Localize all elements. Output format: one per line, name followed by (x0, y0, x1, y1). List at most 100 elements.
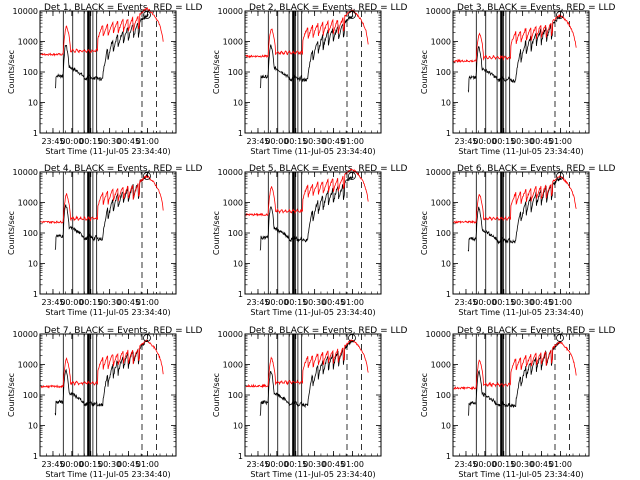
x-axis-label: Start Time (11-Jul-05 23:34:40) (45, 470, 170, 479)
x-tick-label: 00:30 (511, 137, 534, 146)
x-tick-label: 00:15 (492, 137, 515, 146)
y-tick-label: 100 (228, 229, 243, 238)
panel-8: Det 8, BLACK = Events, RED = LLD 1 10 100 10… (212, 326, 408, 479)
y-tick-label: 1000 (18, 199, 38, 208)
x-tick-label: 00:15 (284, 137, 307, 146)
y-tick-label: 10 (233, 422, 243, 431)
x-axis-label: Start Time (11-Jul-05 23:34:40) (458, 147, 583, 156)
x-tick-label: 01:00 (549, 298, 572, 307)
y-tick-label: 10000 (218, 7, 243, 16)
plot-frame (452, 10, 590, 134)
x-tick-label: 00:45 (322, 460, 345, 469)
x-tick-label: 23:45 (454, 137, 477, 146)
y-tick-label: 10 (233, 260, 243, 269)
y-tick-label: 1000 (223, 361, 243, 370)
x-tick-label: 01:00 (341, 460, 364, 469)
x-axis-label: Start Time (11-Jul-05 23:34:40) (250, 147, 375, 156)
y-axis-label: Counts/sec (212, 50, 221, 94)
x-tick-label: 00:30 (511, 460, 534, 469)
panel-9: Det 9, BLACK = Events, RED = LLD 1 10 100 10… (420, 326, 616, 479)
y-tick-label: 1 (33, 129, 38, 138)
panel-title: Det 4, BLACK = Events, RED = LLD (44, 164, 203, 174)
x-tick-label: 00:45 (530, 298, 553, 307)
y-tick-label: 100 (228, 391, 243, 400)
y-tick-label: 1000 (223, 199, 243, 208)
x-tick-label: 00:15 (284, 298, 307, 307)
plot-frame (39, 171, 177, 295)
x-tick-label: 23:45 (41, 460, 64, 469)
y-axis-label: Counts/sec (420, 373, 429, 417)
plot-frame (39, 333, 177, 457)
events-series-line (259, 339, 354, 416)
y-tick-label: 10000 (218, 168, 243, 177)
y-tick-label: 10 (441, 422, 451, 431)
plot-frame (452, 171, 590, 295)
x-tick-label: 00:15 (492, 298, 515, 307)
y-tick-label: 100 (436, 229, 451, 238)
x-tick-label: 00:45 (322, 137, 345, 146)
x-tick-label: 00:45 (117, 460, 140, 469)
y-tick-label: 1000 (431, 38, 451, 47)
events-series-line (259, 15, 354, 89)
plot-frame (452, 333, 590, 457)
x-axis-label: Start Time (11-Jul-05 23:34:40) (458, 308, 583, 317)
x-tick-label: 23:45 (246, 298, 269, 307)
y-tick-label: 1 (446, 290, 451, 299)
x-tick-label: 23:45 (41, 137, 64, 146)
x-tick-label: 23:45 (454, 460, 477, 469)
y-tick-label: 10000 (218, 330, 243, 339)
x-tick-label: 00:00 (60, 137, 83, 146)
x-tick-label: 01:00 (136, 298, 159, 307)
x-tick-label: 00:00 (473, 460, 496, 469)
y-tick-label: 10000 (426, 330, 451, 339)
panel-title: Det 8, BLACK = Events, RED = LLD (249, 326, 408, 336)
y-tick-label: 100 (228, 68, 243, 77)
panel-5: Det 5, BLACK = Events, RED = LLD 1 10 100 10… (212, 164, 408, 317)
x-tick-label: 00:15 (79, 137, 102, 146)
lld-series-line (453, 175, 577, 225)
y-tick-label: 100 (23, 391, 38, 400)
x-tick-label: 00:45 (117, 137, 140, 146)
x-tick-label: 23:45 (246, 460, 269, 469)
panel-3: Det 3, BLACK = Events, RED = LLD 1 10 100 10… (420, 3, 616, 156)
y-axis-label: Counts/sec (7, 373, 16, 417)
y-tick-label: 10 (28, 99, 38, 108)
x-tick-label: 00:30 (98, 460, 121, 469)
x-tick-label: 01:00 (341, 298, 364, 307)
y-tick-label: 1 (33, 452, 38, 461)
y-tick-label: 10 (441, 260, 451, 269)
lld-series-line (245, 168, 369, 217)
panel-title: Det 6, BLACK = Events, RED = LLD (457, 164, 616, 174)
y-axis-label: Counts/sec (212, 211, 221, 255)
y-tick-label: 1000 (223, 38, 243, 47)
panel-title: Det 3, BLACK = Events, RED = LLD (457, 3, 616, 13)
events-series-line (54, 13, 149, 89)
x-tick-label: 00:00 (60, 460, 83, 469)
lld-series-line (453, 341, 577, 391)
x-tick-label: 23:45 (246, 137, 269, 146)
x-tick-label: 00:30 (511, 298, 534, 307)
y-axis-label: Counts/sec (7, 211, 16, 255)
y-tick-label: 1000 (18, 38, 38, 47)
events-series-line (54, 174, 149, 250)
events-series-line (467, 177, 562, 252)
x-tick-label: 23:45 (41, 298, 64, 307)
y-tick-label: 100 (436, 391, 451, 400)
x-tick-label: 00:30 (98, 137, 121, 146)
lld-series-line (40, 6, 164, 57)
x-tick-label: 01:00 (341, 137, 364, 146)
y-tick-label: 1000 (431, 361, 451, 370)
y-tick-label: 100 (23, 68, 38, 77)
panel-7: Det 7, BLACK = Events, RED = LLD 1 10 100 10… (7, 326, 203, 479)
y-tick-label: 1 (33, 290, 38, 299)
events-series-line (467, 15, 562, 93)
x-tick-label: 00:00 (265, 137, 288, 146)
x-tick-label: 00:15 (79, 460, 102, 469)
x-tick-label: 00:00 (265, 298, 288, 307)
x-tick-label: 00:00 (60, 298, 83, 307)
x-tick-label: 23:45 (454, 298, 477, 307)
panel-2: Det 2, BLACK = Events, RED = LLD 1 10 100 10… (212, 3, 408, 156)
x-tick-label: 00:30 (303, 298, 326, 307)
y-tick-label: 10000 (13, 330, 38, 339)
